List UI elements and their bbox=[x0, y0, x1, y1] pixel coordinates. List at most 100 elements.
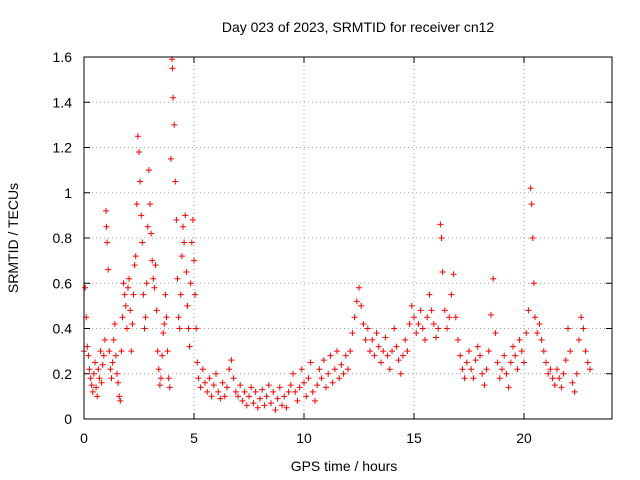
data-point bbox=[369, 336, 376, 343]
data-point bbox=[446, 314, 453, 321]
data-point bbox=[320, 357, 327, 364]
data-point bbox=[389, 348, 395, 355]
data-point bbox=[534, 330, 541, 337]
data-point bbox=[490, 275, 497, 282]
data-point bbox=[138, 212, 145, 219]
data-point bbox=[424, 314, 431, 321]
data-point bbox=[426, 291, 433, 298]
data-point bbox=[556, 375, 563, 382]
data-point bbox=[228, 357, 235, 364]
data-point bbox=[404, 348, 411, 355]
data-point bbox=[538, 336, 545, 343]
data-point bbox=[571, 388, 578, 395]
data-point bbox=[371, 352, 378, 359]
data-point bbox=[117, 397, 124, 404]
data-point bbox=[120, 280, 127, 287]
data-point bbox=[444, 325, 450, 332]
data-point bbox=[147, 201, 153, 208]
data-point bbox=[576, 336, 582, 343]
data-point bbox=[85, 352, 92, 359]
data-point bbox=[494, 359, 501, 366]
data-point bbox=[499, 366, 505, 373]
data-point bbox=[452, 314, 459, 321]
data-point bbox=[134, 133, 141, 140]
data-point bbox=[176, 325, 183, 332]
y-tick-label: 0.2 bbox=[53, 366, 73, 382]
data-point bbox=[347, 348, 354, 355]
data-point bbox=[505, 384, 512, 391]
data-point bbox=[433, 334, 439, 341]
data-point bbox=[545, 370, 552, 377]
data-point bbox=[219, 379, 226, 386]
data-point bbox=[213, 370, 219, 377]
data-point bbox=[210, 382, 217, 389]
data-point bbox=[92, 359, 98, 366]
data-point bbox=[560, 370, 567, 377]
data-point bbox=[105, 266, 112, 273]
data-point bbox=[283, 404, 290, 411]
data-point bbox=[166, 384, 173, 391]
data-point bbox=[237, 382, 244, 389]
data-point bbox=[235, 393, 241, 400]
data-point bbox=[172, 178, 179, 185]
data-point bbox=[274, 395, 281, 402]
data-point bbox=[565, 325, 571, 332]
data-point bbox=[232, 388, 239, 395]
data-point bbox=[294, 397, 301, 404]
data-point bbox=[507, 359, 514, 366]
data-point bbox=[582, 348, 589, 355]
data-point bbox=[169, 65, 176, 72]
data-point bbox=[276, 384, 283, 391]
data-point bbox=[455, 336, 461, 343]
data-point bbox=[428, 307, 435, 314]
data-point bbox=[525, 307, 532, 314]
data-point bbox=[334, 348, 340, 355]
data-points bbox=[81, 56, 593, 413]
data-point bbox=[189, 216, 196, 223]
data-point bbox=[184, 302, 191, 309]
data-point bbox=[173, 216, 180, 223]
data-point bbox=[331, 366, 338, 373]
data-point bbox=[241, 388, 248, 395]
data-point bbox=[164, 348, 171, 355]
data-point bbox=[316, 366, 323, 373]
y-tick-label: 1.6 bbox=[53, 49, 73, 65]
data-point bbox=[202, 379, 208, 386]
data-point bbox=[93, 384, 100, 391]
data-point bbox=[408, 302, 415, 309]
data-point bbox=[380, 348, 387, 355]
data-point bbox=[181, 239, 188, 246]
data-point bbox=[521, 359, 527, 366]
data-point bbox=[406, 320, 413, 327]
data-point bbox=[527, 185, 534, 192]
data-point bbox=[160, 330, 167, 337]
data-point bbox=[127, 307, 134, 314]
y-tick-label: 0.6 bbox=[53, 275, 73, 291]
data-point bbox=[193, 325, 200, 332]
data-point bbox=[82, 284, 89, 291]
data-point bbox=[139, 239, 146, 246]
data-point bbox=[547, 366, 554, 373]
data-point bbox=[349, 330, 356, 337]
data-point bbox=[130, 291, 137, 298]
data-point bbox=[186, 343, 193, 350]
data-point bbox=[303, 393, 310, 400]
data-point bbox=[301, 379, 307, 386]
data-point bbox=[248, 384, 255, 391]
data-point bbox=[133, 201, 140, 208]
data-point bbox=[239, 397, 246, 404]
data-point bbox=[587, 366, 593, 373]
data-point bbox=[474, 343, 481, 350]
data-point bbox=[543, 359, 549, 366]
data-point bbox=[226, 366, 233, 373]
data-point bbox=[94, 393, 101, 400]
data-point bbox=[397, 370, 404, 377]
data-point bbox=[364, 325, 371, 332]
data-point bbox=[384, 352, 391, 359]
data-point bbox=[257, 395, 263, 402]
data-point bbox=[338, 361, 345, 368]
data-point bbox=[523, 330, 530, 337]
data-point bbox=[285, 388, 292, 395]
data-point bbox=[148, 230, 155, 237]
